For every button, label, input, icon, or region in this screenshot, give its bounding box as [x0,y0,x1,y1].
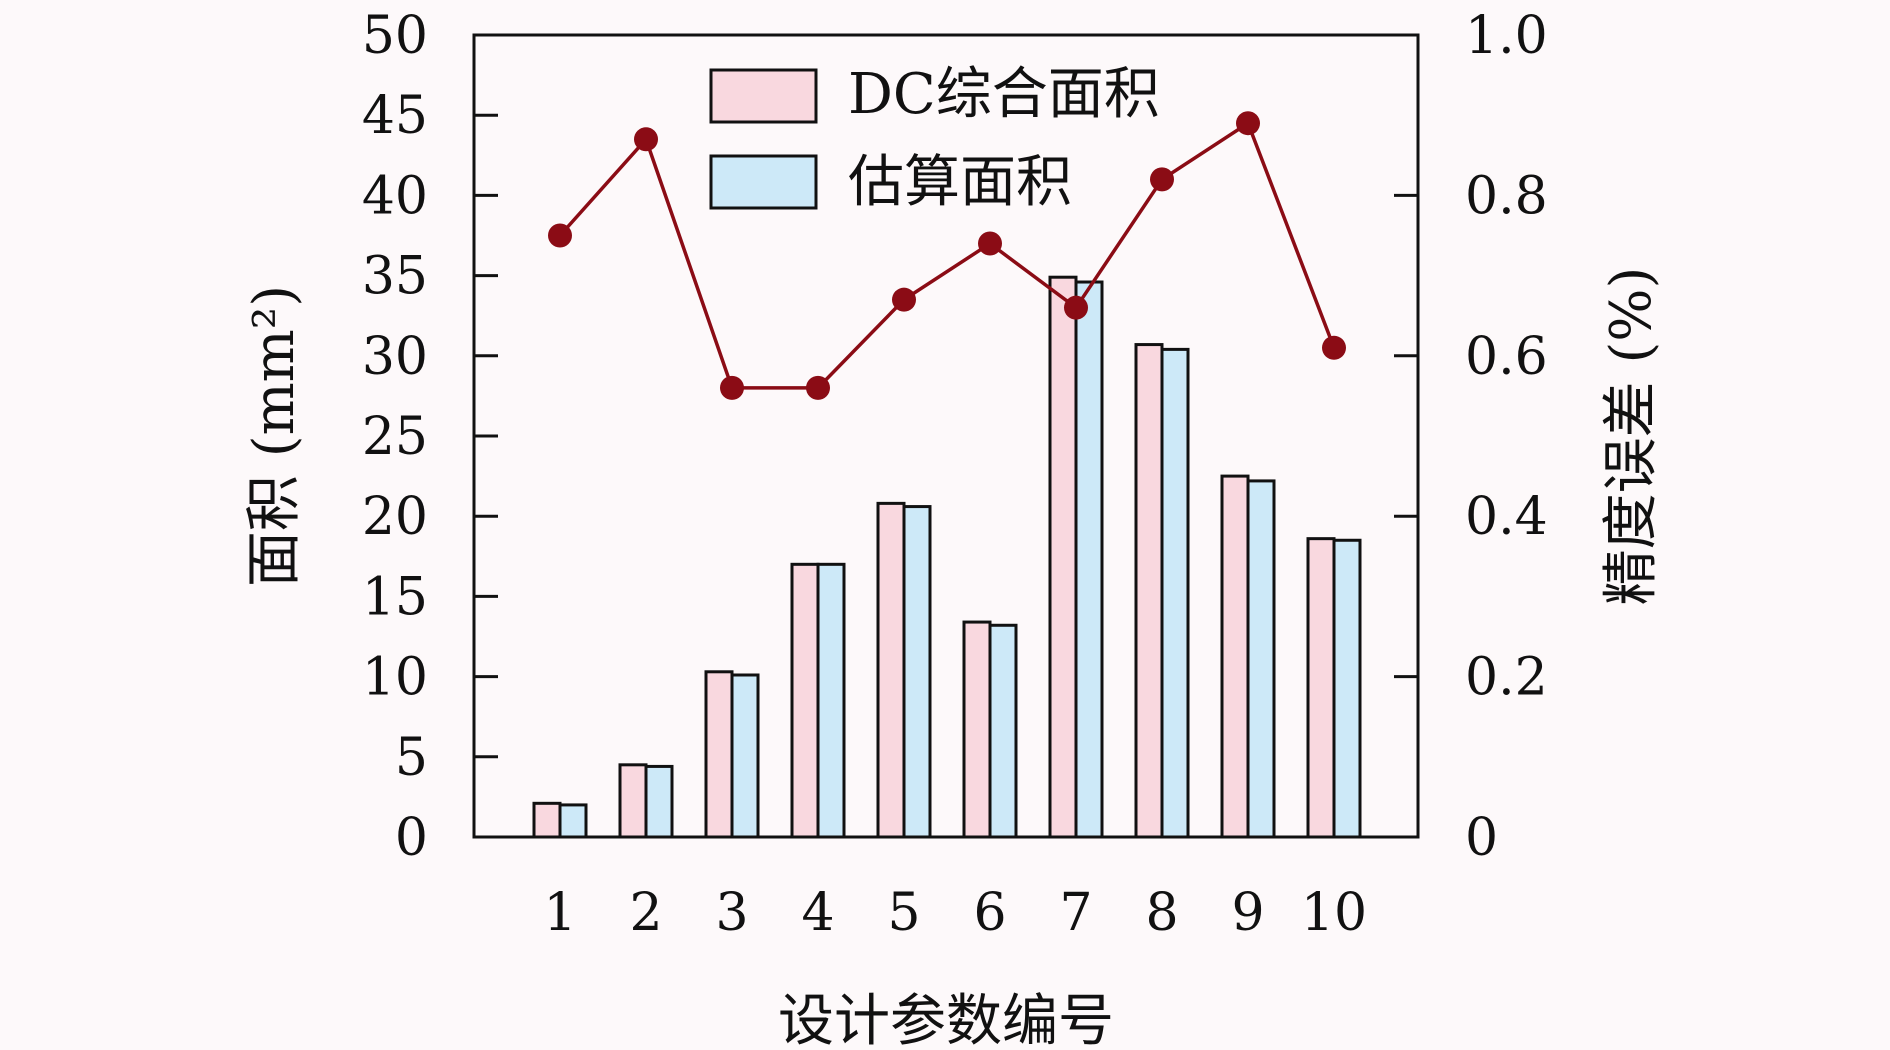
error-point-10 [1322,335,1346,360]
y-tick-label-left: 5 [395,728,428,788]
bar-est-1 [558,803,588,839]
bar-dc-5 [876,501,906,839]
bar-est-4 [816,562,846,839]
bar-est-10 [1332,538,1362,839]
error-point-4 [806,375,830,400]
bars-layer [532,275,1362,839]
y-tick-label-left: 20 [362,487,428,547]
bar-dc-9 [1220,474,1250,839]
error-point-3 [720,375,744,400]
bar-est-6 [988,623,1018,839]
error-point-7 [1064,295,1088,320]
y-tick-label-left: 45 [362,86,428,146]
legend: DC综合面积 估算面积 [709,62,1160,215]
x-tick-label: 5 [887,883,920,943]
bar-dc-2 [618,763,648,839]
error-line-layer [548,111,1346,400]
legend-swatch-est [709,154,818,210]
x-tick-label: 4 [801,883,834,943]
y-axis-label-left: 面积 (mm²) [242,285,307,587]
error-point-8 [1150,167,1174,192]
y-tick-label-left: 10 [362,648,428,708]
bar-dc-7 [1048,275,1078,839]
x-tick-label: 2 [629,883,662,943]
error-point-6 [978,231,1002,256]
bar-dc-8 [1134,343,1164,839]
bar-dc-4 [790,562,820,839]
bar-dc-1 [532,801,562,839]
bar-est-3 [730,673,760,839]
x-axis-label: 设计参数编号 [778,989,1114,1050]
bar-est-9 [1246,479,1276,839]
bar-est-8 [1160,347,1190,839]
bar-est-7 [1074,280,1104,839]
bar-dc-10 [1306,537,1336,839]
error-point-5 [892,287,916,312]
bar-dc-3 [704,670,734,839]
y-tick-label-right: 1.0 [1465,6,1548,66]
x-tick-label: 8 [1145,883,1178,943]
x-tick-label: 6 [973,883,1006,943]
error-point-1 [548,223,572,248]
y-tick-label-right: 0 [1465,808,1498,868]
bar-dc-6 [962,620,992,839]
y-tick-label-left: 40 [362,166,428,226]
bar-est-5 [902,505,932,839]
error-point-9 [1236,111,1260,136]
x-tick-label: 9 [1231,883,1264,943]
x-tick-label: 7 [1059,883,1092,943]
y-tick-label-left: 35 [362,247,428,307]
error-point-2 [634,127,658,152]
y-tick-label-left: 30 [362,327,428,387]
y-axis-label-right: 精度误差 (%) [1599,267,1664,606]
legend-label-dc: DC综合面积 [848,62,1160,127]
x-tick-label: 1 [543,883,576,943]
y-tick-label-left: 15 [362,567,428,627]
y-tick-label-right: 0.6 [1465,327,1548,387]
y-tick-label-right: 0.8 [1465,166,1548,226]
x-tick-label: 10 [1301,883,1367,943]
bar-est-2 [644,764,674,839]
error-line [558,120,1336,390]
y-tick-label-right: 0.4 [1465,487,1548,547]
y-tick-label-left: 50 [362,6,428,66]
y-tick-label-left: 0 [395,808,428,868]
legend-label-est: 估算面积 [848,150,1072,215]
y-tick-label-left: 25 [362,407,428,467]
legend-swatch-dc [709,68,818,124]
y-tick-label-right: 0.2 [1465,648,1548,708]
x-tick-label: 3 [715,883,748,943]
